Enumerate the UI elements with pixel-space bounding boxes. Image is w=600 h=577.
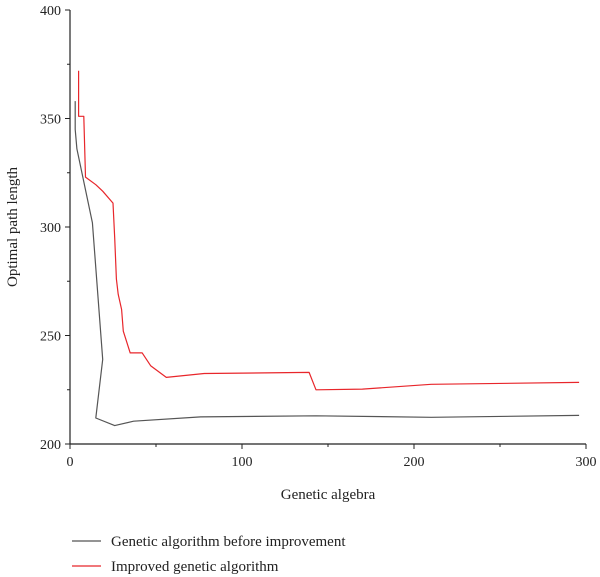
legend: Genetic algorithm before improvement Imp… bbox=[72, 534, 346, 575]
y-axis-ticks: 200 250 300 350 400 bbox=[40, 4, 70, 453]
y-axis-title: Optimal path length bbox=[5, 167, 21, 287]
legend-label-before-improvement: Genetic algorithm before improvement bbox=[111, 534, 346, 550]
x-axis-title: Genetic algebra bbox=[281, 487, 376, 503]
x-axis-ticks: 0 100 200 300 bbox=[67, 444, 597, 470]
y-tick-label: 300 bbox=[40, 221, 61, 236]
legend-label-improved: Improved genetic algorithm bbox=[111, 559, 279, 575]
series-layer bbox=[74, 70, 580, 427]
y-tick-label: 250 bbox=[40, 330, 61, 345]
axes bbox=[69, 10, 586, 445]
x-tick-label: 200 bbox=[404, 455, 425, 470]
x-tick-label: 0 bbox=[67, 455, 74, 470]
y-tick-label: 200 bbox=[40, 438, 61, 453]
x-tick-label: 300 bbox=[576, 455, 597, 470]
series-line-before-improvement bbox=[74, 101, 580, 427]
x-tick-label: 100 bbox=[232, 455, 253, 470]
y-tick-label: 350 bbox=[40, 113, 61, 128]
y-tick-label: 400 bbox=[40, 4, 61, 19]
series-line-improved bbox=[77, 70, 580, 391]
